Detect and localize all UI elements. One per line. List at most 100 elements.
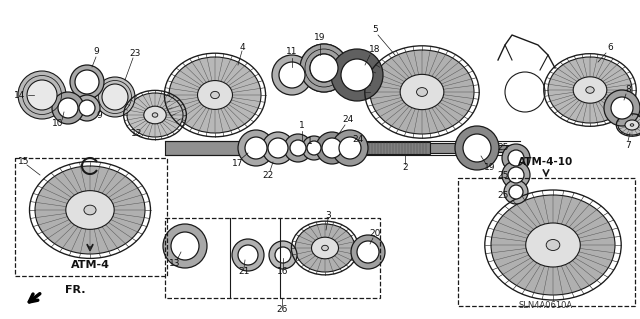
Ellipse shape — [630, 124, 634, 126]
Ellipse shape — [417, 88, 428, 96]
Ellipse shape — [548, 57, 632, 123]
Circle shape — [74, 95, 100, 121]
Ellipse shape — [322, 245, 328, 251]
Circle shape — [322, 138, 342, 158]
Text: 14: 14 — [14, 91, 26, 100]
Text: ATM-4-10: ATM-4-10 — [518, 157, 573, 167]
Ellipse shape — [586, 87, 594, 93]
Circle shape — [300, 44, 348, 92]
Circle shape — [238, 245, 258, 265]
Circle shape — [300, 44, 348, 92]
Ellipse shape — [400, 74, 444, 110]
Text: 25: 25 — [497, 170, 509, 180]
Ellipse shape — [618, 115, 640, 135]
Circle shape — [307, 141, 321, 155]
Circle shape — [275, 247, 291, 263]
Text: 25: 25 — [497, 190, 509, 199]
Ellipse shape — [198, 81, 232, 109]
Circle shape — [302, 136, 326, 160]
Text: 4: 4 — [239, 42, 245, 51]
Circle shape — [269, 241, 297, 269]
Circle shape — [357, 241, 379, 263]
Ellipse shape — [312, 237, 339, 259]
Ellipse shape — [169, 57, 261, 133]
Ellipse shape — [66, 191, 114, 229]
Text: 22: 22 — [262, 170, 274, 180]
Ellipse shape — [152, 113, 158, 117]
Text: 16: 16 — [277, 268, 289, 277]
Bar — [490, 145, 520, 152]
Circle shape — [310, 54, 338, 82]
Circle shape — [18, 71, 66, 119]
Text: 6: 6 — [607, 43, 613, 53]
Text: 17: 17 — [232, 159, 244, 167]
Ellipse shape — [127, 93, 183, 137]
Circle shape — [279, 62, 305, 88]
Text: 13: 13 — [169, 258, 180, 268]
Circle shape — [351, 235, 385, 269]
Circle shape — [508, 167, 524, 183]
Bar — [165, 218, 380, 298]
Circle shape — [310, 54, 338, 82]
Text: 23: 23 — [129, 48, 141, 57]
Circle shape — [232, 239, 264, 271]
Text: 5: 5 — [372, 26, 378, 34]
Text: 1: 1 — [299, 122, 305, 130]
Circle shape — [79, 100, 95, 116]
Bar — [165, 141, 300, 155]
Text: 18: 18 — [369, 46, 381, 55]
Text: 8: 8 — [625, 85, 631, 94]
Text: 1: 1 — [307, 137, 313, 146]
Ellipse shape — [370, 50, 474, 134]
Circle shape — [58, 98, 78, 118]
Bar — [430, 143, 490, 153]
Circle shape — [290, 140, 306, 156]
Ellipse shape — [84, 205, 96, 215]
Circle shape — [268, 138, 288, 158]
Circle shape — [245, 137, 267, 159]
Text: 25: 25 — [497, 144, 509, 152]
Circle shape — [509, 185, 523, 199]
Text: 19: 19 — [484, 164, 496, 173]
Circle shape — [316, 132, 348, 164]
Text: 7: 7 — [625, 140, 631, 150]
Circle shape — [75, 70, 99, 94]
Text: 24: 24 — [342, 115, 354, 124]
Circle shape — [52, 92, 84, 124]
Bar — [300, 142, 430, 154]
Text: 20: 20 — [369, 229, 381, 239]
Ellipse shape — [573, 77, 607, 103]
Circle shape — [341, 59, 373, 91]
Text: 21: 21 — [238, 268, 250, 277]
Ellipse shape — [144, 106, 166, 124]
Text: FR.: FR. — [65, 285, 86, 295]
Circle shape — [272, 55, 312, 95]
Text: 26: 26 — [276, 306, 288, 315]
Circle shape — [238, 130, 274, 166]
Circle shape — [331, 49, 383, 101]
Text: 19: 19 — [314, 33, 326, 42]
Ellipse shape — [211, 91, 220, 99]
Text: 9: 9 — [96, 110, 102, 120]
Circle shape — [339, 137, 361, 159]
Text: 9: 9 — [93, 48, 99, 56]
Text: 12: 12 — [131, 129, 143, 137]
Text: 15: 15 — [19, 158, 29, 167]
Circle shape — [70, 65, 104, 99]
Ellipse shape — [625, 120, 639, 130]
Circle shape — [502, 144, 530, 172]
Circle shape — [502, 161, 530, 189]
Circle shape — [27, 80, 57, 110]
Circle shape — [163, 224, 207, 268]
Circle shape — [463, 134, 491, 162]
Circle shape — [284, 134, 312, 162]
Circle shape — [604, 90, 640, 126]
Text: 24: 24 — [353, 136, 364, 145]
Circle shape — [171, 232, 199, 260]
Circle shape — [508, 150, 524, 166]
Text: 2: 2 — [402, 164, 408, 173]
Ellipse shape — [546, 240, 560, 250]
Text: 3: 3 — [325, 211, 331, 219]
Ellipse shape — [525, 223, 580, 267]
Ellipse shape — [295, 224, 355, 272]
